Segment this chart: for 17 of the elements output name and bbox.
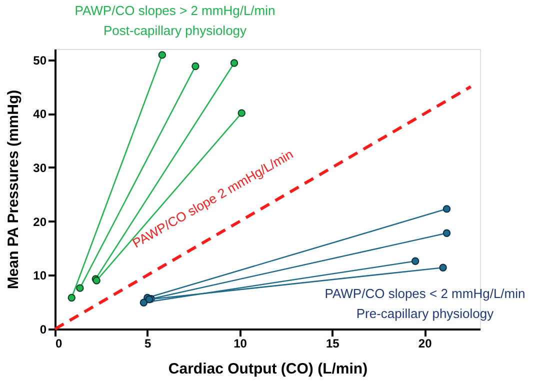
x-tick-label: 0 (56, 336, 62, 350)
y-tick-label: 20 (33, 214, 47, 229)
text: Post-capillary physiology (103, 23, 248, 38)
x-axis-title: Cardiac Output (CO) (L/min) (168, 360, 368, 378)
y-tick-label: 50 (33, 53, 47, 68)
x-tick-label: 10 (234, 336, 248, 350)
text: PAWP/CO slopes > 2 mmHg/L/min (74, 3, 276, 18)
y-tick-label: 0 (40, 322, 47, 336)
x-tick-label: 15 (326, 336, 340, 350)
y-tick-label: 40 (33, 107, 47, 122)
x-tick-label: 5 (144, 336, 152, 350)
y-axis-title: Mean PA Pressures (mmHg) (5, 90, 22, 290)
y-tick-label: 30 (33, 160, 47, 175)
y-tick-label: 10 (33, 268, 47, 283)
x-tick-label: 20 (418, 336, 432, 350)
annotation: PAWP/CO slopes < 2 mmHg/L/min (324, 286, 526, 301)
annotation: Pre-capillary physiology (356, 306, 494, 321)
